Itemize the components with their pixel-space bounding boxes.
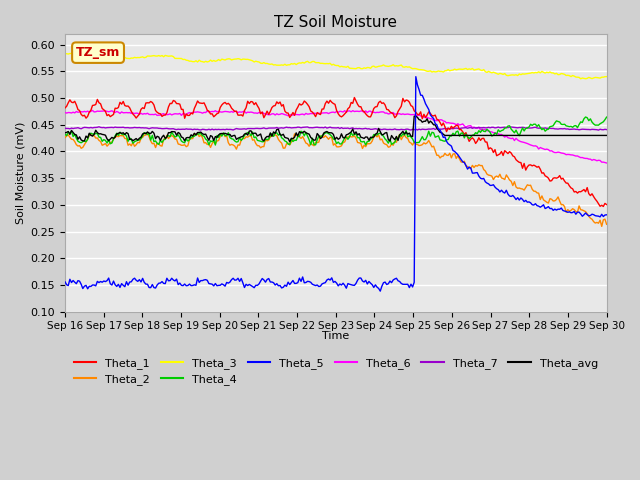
- Title: TZ Soil Moisture: TZ Soil Moisture: [275, 15, 397, 30]
- Legend: Theta_1, Theta_2, Theta_3, Theta_4, Theta_5, Theta_6, Theta_7, Theta_avg: Theta_1, Theta_2, Theta_3, Theta_4, Thet…: [69, 353, 602, 389]
- Y-axis label: Soil Moisture (mV): Soil Moisture (mV): [15, 121, 25, 224]
- Text: TZ_sm: TZ_sm: [76, 46, 120, 59]
- X-axis label: Time: Time: [322, 331, 349, 341]
